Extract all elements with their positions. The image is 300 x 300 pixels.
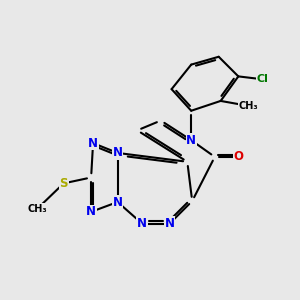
Text: Cl: Cl: [257, 74, 269, 84]
Text: N: N: [186, 134, 196, 147]
Text: N: N: [112, 146, 123, 159]
Text: S: S: [59, 177, 68, 190]
Text: CH₃: CH₃: [238, 101, 258, 111]
Text: N: N: [86, 205, 96, 218]
Text: N: N: [137, 217, 147, 230]
Text: N: N: [165, 217, 175, 230]
Text: N: N: [112, 196, 123, 208]
Text: N: N: [88, 136, 98, 150]
Text: O: O: [233, 150, 243, 164]
Text: CH₃: CH₃: [27, 204, 47, 214]
